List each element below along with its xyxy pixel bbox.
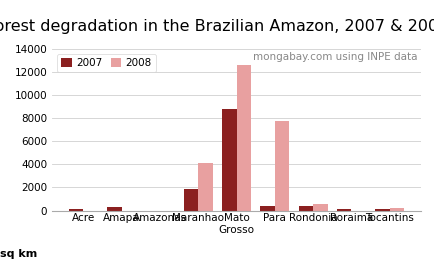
Bar bbox=[299, 206, 313, 211]
Text: Forest degradation in the Brazilian Amazon, 2007 & 2008: Forest degradation in the Brazilian Amaz… bbox=[0, 19, 434, 34]
Bar bbox=[69, 209, 83, 211]
Bar bbox=[198, 163, 213, 211]
Text: mongabay.com using INPE data: mongabay.com using INPE data bbox=[253, 52, 417, 62]
Bar bbox=[337, 209, 352, 211]
Bar bbox=[390, 208, 404, 211]
Bar bbox=[275, 121, 289, 211]
Text: sq km: sq km bbox=[0, 249, 37, 259]
Bar bbox=[222, 109, 237, 211]
Bar bbox=[260, 206, 275, 211]
Bar bbox=[237, 65, 251, 211]
Bar bbox=[375, 208, 390, 211]
Bar bbox=[313, 204, 328, 211]
Legend: 2007, 2008: 2007, 2008 bbox=[57, 54, 156, 72]
Bar bbox=[107, 207, 122, 211]
Bar bbox=[184, 189, 198, 211]
